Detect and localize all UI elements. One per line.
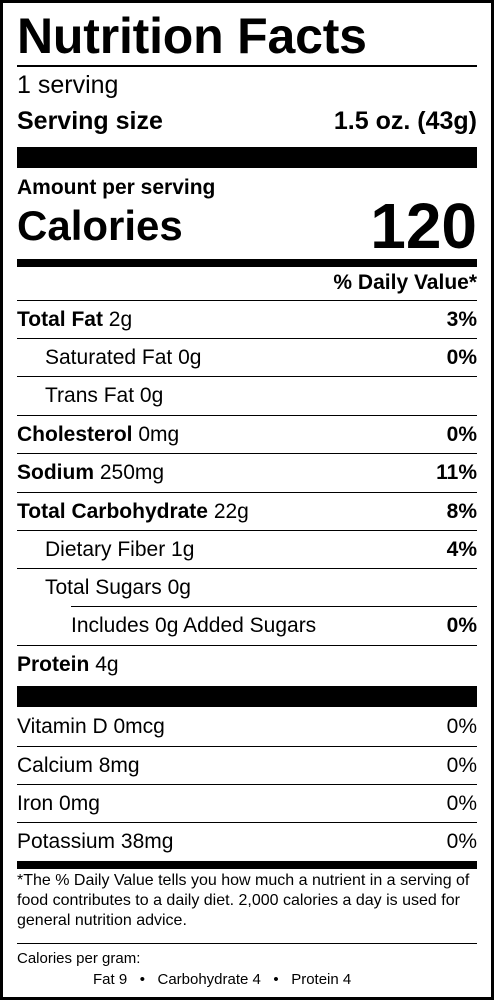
thick-divider xyxy=(17,147,477,168)
nutrient-name: Protein xyxy=(17,653,90,676)
nutrient-row-protein: Protein 4g xyxy=(17,646,477,684)
row-divider xyxy=(17,746,477,747)
row-divider xyxy=(17,645,477,646)
nutrient-dv: 0% xyxy=(446,614,477,637)
serving-size-label: Serving size xyxy=(17,107,163,135)
vitamin-dv: 0% xyxy=(446,754,477,777)
label-title: Nutrition Facts xyxy=(17,8,367,64)
calories-label: Calories xyxy=(17,202,183,249)
nutrient-amount: 22g xyxy=(213,500,249,523)
nutrient-amount: 0g xyxy=(178,346,202,369)
nutrient-amount: 2g xyxy=(108,308,133,331)
amount-per-serving: Amount per serving xyxy=(17,176,216,199)
row-divider xyxy=(17,300,477,301)
medium-divider xyxy=(17,861,477,869)
row-divider xyxy=(17,822,477,823)
title-divider xyxy=(17,65,477,67)
nutrient-name: Cholesterol xyxy=(17,423,133,446)
thick-divider xyxy=(17,686,477,707)
nutrient-dv: 0% xyxy=(446,423,477,446)
nutrient-row-cholesterol: Cholesterol 0mg 0% xyxy=(17,416,477,454)
nutrient-row-sodium: Sodium 250mg 11% xyxy=(17,454,477,492)
vitamin-dv: 0% xyxy=(446,830,477,853)
nutrient-name: Saturated Fat xyxy=(45,346,173,369)
row-divider xyxy=(17,492,477,493)
nutrient-amount: 250mg xyxy=(99,461,165,484)
row-divider xyxy=(17,784,477,785)
cpg-carbohydrate: Carbohydrate 4 xyxy=(157,971,261,988)
vitamin-name: Vitamin D xyxy=(17,715,108,738)
medium-divider xyxy=(17,259,477,267)
nutrient-dv: 0% xyxy=(446,346,477,369)
nutrient-dv: 3% xyxy=(446,308,477,331)
nutrient-dv: 4% xyxy=(446,538,477,561)
bullet-separator: • xyxy=(139,971,145,988)
vitamin-row-calcium: Calcium 8mg 0% xyxy=(17,747,477,785)
servings-per-container: 1 serving xyxy=(17,71,119,99)
vitamin-dv: 0% xyxy=(446,715,477,738)
daily-value-header: % Daily Value* xyxy=(333,271,477,294)
row-divider xyxy=(17,415,477,416)
nutrient-dv: 11% xyxy=(436,461,477,484)
row-divider xyxy=(17,568,477,569)
nutrient-row-total-fat: Total Fat 2g 3% xyxy=(17,301,477,339)
vitamin-name: Potassium xyxy=(17,830,116,853)
nutrient-row-dietary-fiber: Dietary Fiber 1g 4% xyxy=(45,531,477,569)
nutrient-row-added-sugars: Includes 0g Added Sugars 0% xyxy=(71,607,477,645)
calories-per-gram-values: Fat 9 • Carbohydrate 4 • Protein 4 xyxy=(93,970,351,990)
vitamin-row-iron: Iron 0mg 0% xyxy=(17,785,477,823)
nutrient-name: Sodium xyxy=(17,461,94,484)
serving-size-value: 1.5 oz. (43g) xyxy=(333,107,477,135)
cpg-protein: Protein 4 xyxy=(291,971,352,988)
nutrient-row-total-sugars: Total Sugars 0g xyxy=(45,569,477,607)
calories-value: 120 xyxy=(370,190,477,262)
vitamin-row-potassium: Potassium 38mg 0% xyxy=(17,823,477,861)
nutrient-name: Trans Fat xyxy=(45,384,135,407)
nutrient-dv: 8% xyxy=(446,500,477,523)
vitamin-amount: 8mg xyxy=(98,754,140,777)
nutrient-row-trans-fat: Trans Fat 0g xyxy=(45,377,477,415)
daily-value-footnote: *The % Daily Value tells you how much a … xyxy=(17,872,470,929)
row-divider xyxy=(17,376,477,377)
nutrient-row-saturated-fat: Saturated Fat 0g 0% xyxy=(45,339,477,377)
nutrient-row-total-carbohydrate: Total Carbohydrate 22g 8% xyxy=(17,493,477,531)
vitamin-dv: 0% xyxy=(446,792,477,815)
nutrient-name: Dietary Fiber xyxy=(45,538,166,561)
nutrient-amount: 0mg xyxy=(138,423,180,446)
cpg-fat: Fat 9 xyxy=(93,971,128,988)
calories-row: Calories 120 xyxy=(17,193,477,259)
nutrient-amount: 1g xyxy=(171,538,195,561)
nutrient-amount: 4g xyxy=(95,653,119,676)
nutrient-name: Includes 0g Added Sugars xyxy=(71,614,317,637)
nutrient-amount: 0g xyxy=(167,576,191,599)
row-divider xyxy=(17,530,477,531)
vitamin-amount: 38mg xyxy=(120,830,174,853)
vitamin-name: Iron xyxy=(17,792,54,815)
nutrient-name: Total Sugars xyxy=(45,576,162,599)
vitamin-amount: 0mg xyxy=(59,792,100,815)
nutrient-amount: 0g xyxy=(139,384,164,407)
row-divider xyxy=(17,338,477,339)
nutrient-name: Total Fat xyxy=(17,308,103,331)
vitamin-name: Calcium xyxy=(17,754,93,777)
vitamin-row-vitamin-d: Vitamin D 0mcg 0% xyxy=(17,708,477,746)
nutrient-name: Total Carbohydrate xyxy=(17,500,208,523)
bullet-separator: • xyxy=(273,971,279,988)
row-divider xyxy=(17,453,477,454)
row-divider xyxy=(71,606,477,607)
calories-per-gram-label: Calories per gram: xyxy=(17,950,141,967)
serving-size-row: Serving size 1.5 oz. (43g) xyxy=(17,104,477,138)
footnote-divider xyxy=(17,943,477,944)
vitamin-amount: 0mcg xyxy=(113,715,165,738)
